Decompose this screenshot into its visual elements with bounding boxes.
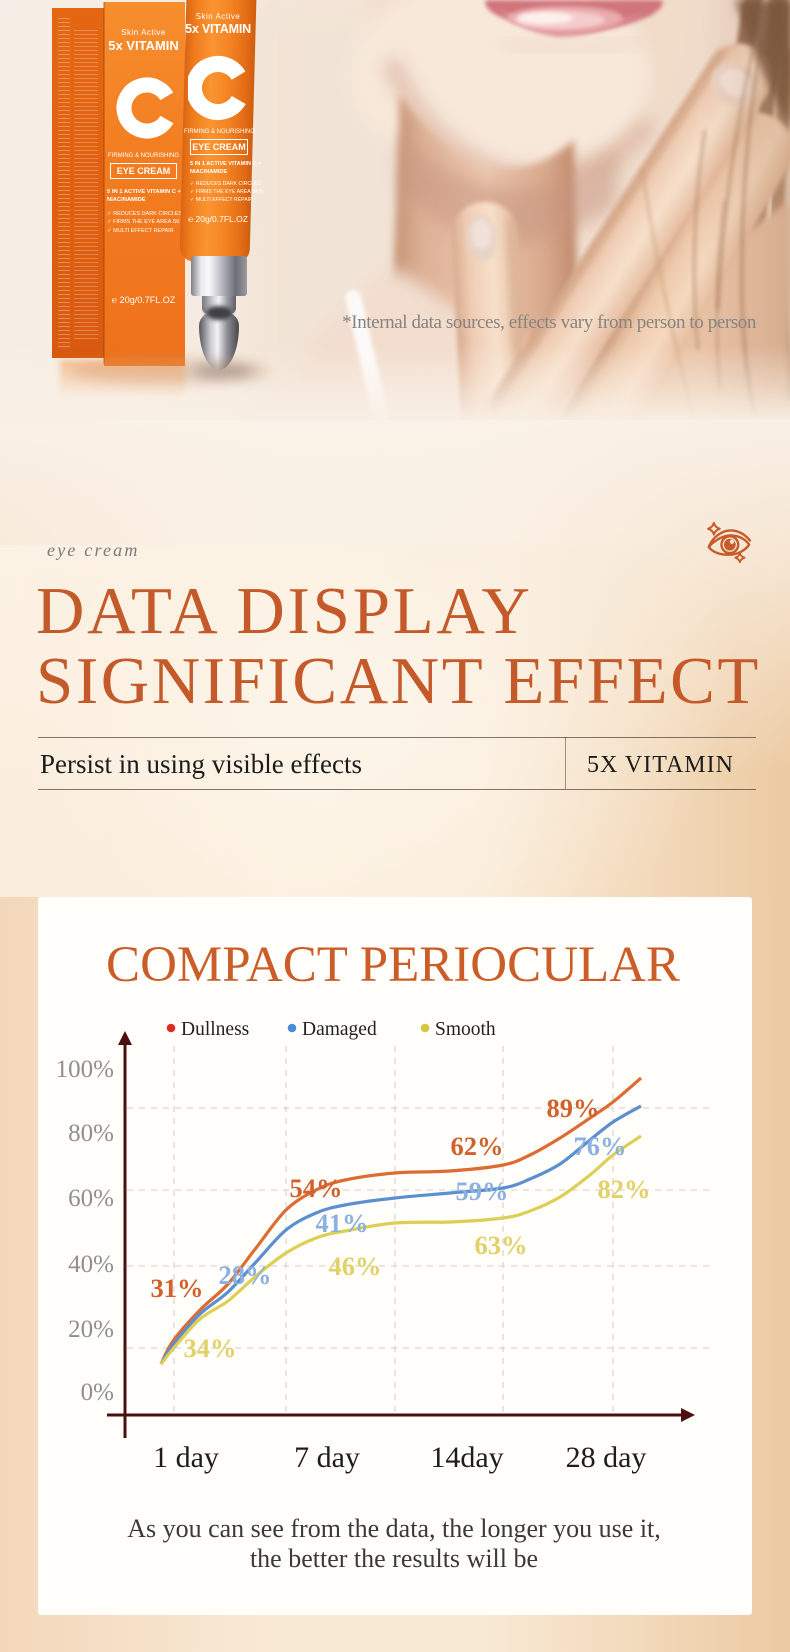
svg-text:Dullness: Dullness [181, 1019, 249, 1040]
svg-text:60%: 60% [68, 1185, 114, 1212]
svg-text:40%: 40% [68, 1251, 114, 1278]
svg-text:54%: 54% [290, 1173, 343, 1203]
svg-text:Damaged: Damaged [302, 1019, 377, 1040]
svg-text:34%: 34% [184, 1333, 237, 1363]
svg-text:63%: 63% [475, 1230, 528, 1260]
svg-text:80%: 80% [68, 1120, 114, 1147]
svg-text:28%: 28% [219, 1260, 272, 1290]
svg-text:As you can see from the data,: As you can see from the data, the longer… [127, 1514, 661, 1543]
svg-text:the better the results will be: the better the results will be [250, 1544, 538, 1573]
svg-text:7 day: 7 day [294, 1441, 360, 1474]
svg-text:28 day: 28 day [566, 1441, 647, 1474]
svg-text:76%: 76% [574, 1131, 627, 1161]
svg-text:14day: 14day [430, 1441, 503, 1474]
svg-text:89%: 89% [547, 1093, 600, 1123]
svg-text:41%: 41% [316, 1208, 369, 1238]
svg-text:62%: 62% [451, 1131, 504, 1161]
svg-text:0%: 0% [81, 1379, 114, 1406]
svg-text:46%: 46% [329, 1251, 382, 1281]
svg-text:20%: 20% [68, 1316, 114, 1343]
svg-text:1 day: 1 day [153, 1441, 219, 1474]
svg-text:COMPACT PERIOCULAR: COMPACT PERIOCULAR [106, 937, 680, 993]
svg-text:31%: 31% [151, 1273, 204, 1303]
svg-text:Smooth: Smooth [435, 1019, 496, 1040]
svg-text:100%: 100% [56, 1056, 114, 1083]
svg-text:82%: 82% [598, 1174, 651, 1204]
svg-text:59%: 59% [456, 1176, 509, 1206]
